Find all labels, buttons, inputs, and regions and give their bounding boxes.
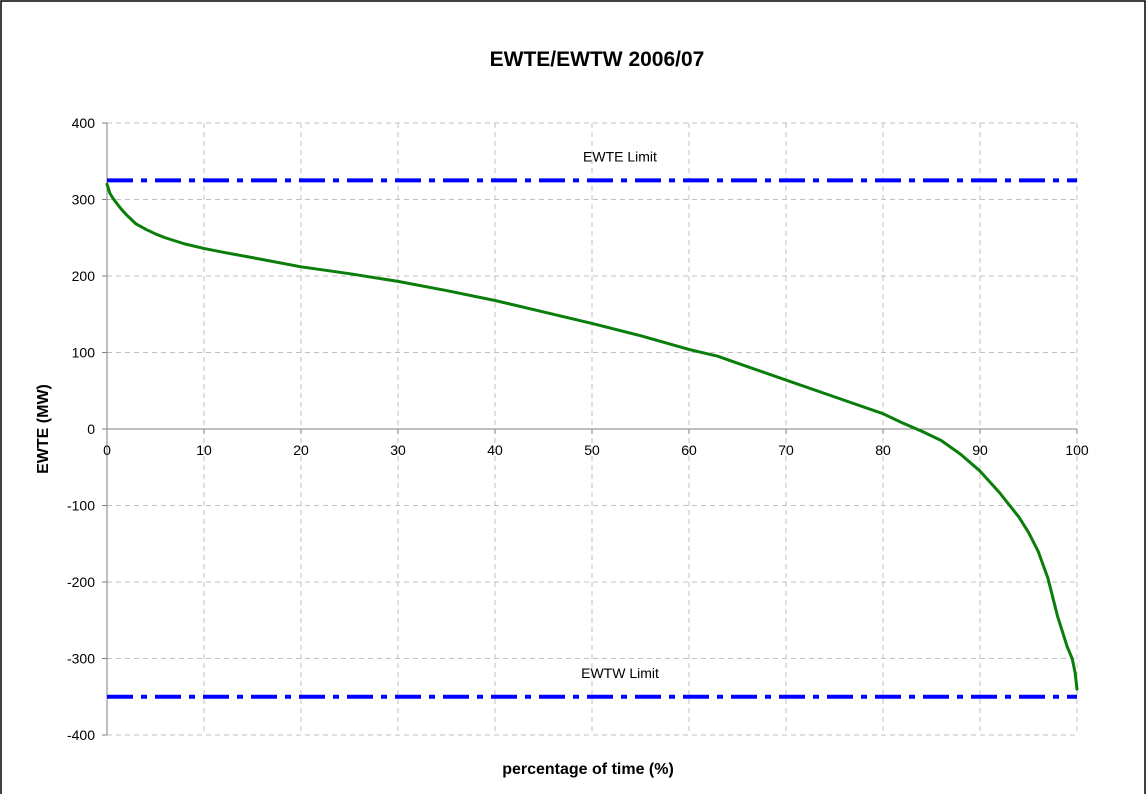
- x-tick-label: 80: [875, 442, 891, 458]
- y-tick-label: -400: [67, 727, 95, 743]
- x-tick-label: 40: [487, 442, 503, 458]
- chart-title: EWTE/EWTW 2006/07: [490, 48, 705, 71]
- x-tick-label: 90: [972, 442, 988, 458]
- x-tick-label: 100: [1065, 442, 1089, 458]
- y-tick-label: -200: [67, 574, 95, 590]
- y-tick-label: 100: [72, 345, 96, 361]
- series-line-ewte: [105, 182, 1079, 691]
- y-tick-label: 200: [72, 268, 96, 284]
- y-tick-label: -100: [67, 498, 95, 514]
- x-axis-title: percentage of time (%): [502, 761, 674, 778]
- ewte-limit-label: EWTE Limit: [583, 148, 657, 164]
- x-tick-label: 0: [103, 442, 111, 458]
- x-tick-label: 50: [584, 442, 600, 458]
- x-tick-label: 60: [681, 442, 697, 458]
- y-tick-label: 400: [72, 115, 96, 131]
- y-tick-label: 0: [87, 421, 95, 437]
- ewtw-limit-label: EWTW Limit: [581, 665, 659, 681]
- x-tick-label: 70: [778, 442, 794, 458]
- y-tick-label: -300: [67, 651, 95, 667]
- x-tick-label: 30: [390, 442, 406, 458]
- x-tick-label: 10: [196, 442, 212, 458]
- y-axis-title: EWTE (MW): [35, 384, 52, 474]
- y-tick-label: 300: [72, 192, 96, 208]
- x-tick-label: 20: [293, 442, 309, 458]
